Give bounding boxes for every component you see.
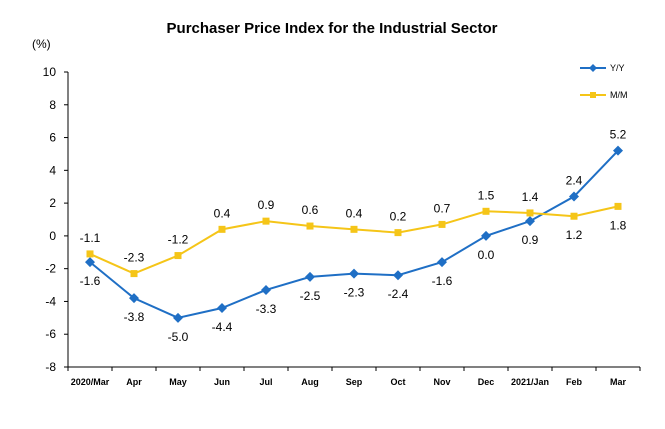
mm-point (394, 229, 402, 237)
y-tick-label: -2 (45, 262, 56, 276)
x-tick-label: May (169, 377, 187, 387)
legend-marker (590, 92, 596, 98)
mm-data-label: -1.2 (168, 233, 189, 247)
yy-data-label: -1.6 (80, 274, 101, 288)
y-tick-label: -4 (45, 294, 56, 308)
mm-point (350, 225, 358, 233)
yy-point (613, 145, 623, 156)
yy-point (217, 303, 227, 313)
mm-data-label: 0.9 (258, 198, 275, 212)
yy-point (393, 270, 403, 281)
legend: Y/Y M/M (580, 63, 628, 100)
chart-title: Purchaser Price Index for the Industrial… (167, 20, 498, 37)
yy-data-label: -2.4 (388, 287, 409, 301)
mm-point (614, 202, 622, 210)
mm-point (438, 220, 446, 228)
x-tick-label: Mar (610, 377, 627, 387)
yy-data-label: -3.3 (256, 302, 277, 316)
mm-point (218, 225, 226, 233)
axes: -8 -6 -4 -2 0 2 4 6 8 10 2020/Mar Apr May Jun Jul Aug Se… (43, 65, 641, 387)
legend-marker (589, 64, 597, 72)
yy-point (129, 293, 139, 304)
mm-point (306, 222, 314, 230)
mm-data-label: -1.1 (80, 231, 101, 245)
yy-point (305, 271, 315, 282)
yy-data-label: 5.2 (610, 128, 627, 142)
series-markers (85, 145, 623, 323)
x-tick-label: Feb (566, 377, 583, 387)
mm-point (262, 217, 270, 225)
x-tick-label: 2020/Mar (71, 377, 110, 387)
mm-data-label: 0.4 (346, 206, 363, 220)
x-tick-label: 2021/Jan (511, 377, 549, 387)
y-tick-label: -6 (45, 327, 56, 341)
mm-point (526, 209, 534, 217)
x-tick-label: Nov (433, 377, 450, 387)
mm-data-label: 1.2 (566, 228, 583, 242)
yy-data-label: 2.4 (566, 174, 583, 188)
data-labels: -1.6 -3.8 -5.0 -4.4 -3.3 -2.5 -2.3 -2.4 -1.6 0.0 0… (80, 128, 627, 344)
mm-point (86, 250, 94, 258)
mm-data-label: 0.4 (214, 206, 231, 220)
mm-data-label: 1.5 (478, 188, 495, 202)
y-tick-label: -8 (45, 360, 56, 374)
yy-point (349, 268, 359, 279)
x-tick-label: Aug (301, 377, 319, 387)
mm-data-label: -2.3 (124, 251, 145, 265)
yy-data-label: 0.0 (478, 248, 495, 262)
yy-data-label: -3.8 (124, 310, 145, 324)
y-tick-label: 10 (43, 65, 57, 79)
legend-label: Y/Y (610, 63, 625, 73)
x-tick-label: Apr (126, 377, 142, 387)
legend-label: M/M (610, 90, 628, 100)
mm-point (174, 252, 182, 260)
y-tick-label: 0 (49, 229, 56, 243)
yy-data-label: 0.9 (522, 233, 539, 247)
yy-point (85, 257, 95, 268)
mm-point (570, 212, 578, 220)
x-tick-label: Jun (214, 377, 230, 387)
yy-point (173, 312, 183, 323)
x-tick-label: Oct (390, 377, 405, 387)
yy-data-label: -5.0 (168, 330, 189, 344)
mm-point (482, 207, 490, 215)
y-tick-label: 6 (49, 131, 56, 145)
yy-point (525, 216, 535, 227)
mm-data-label: 0.2 (390, 210, 407, 224)
mm-point (130, 270, 138, 278)
y-tick-label: 4 (49, 163, 56, 177)
mm-data-label: 1.4 (522, 190, 539, 204)
yy-point (481, 230, 491, 241)
mm-data-label: 0.6 (302, 203, 319, 217)
yy-data-label: -2.3 (344, 286, 365, 300)
yy-point (437, 257, 447, 268)
mm-data-label: 1.8 (610, 218, 627, 232)
y-tick-label: 2 (49, 196, 56, 210)
y-tick-label: 8 (49, 98, 56, 112)
yy-data-label: -4.4 (212, 320, 233, 334)
yy-data-label: -2.5 (300, 289, 321, 303)
y-unit-label: (%) (32, 37, 51, 51)
yy-point (569, 191, 579, 202)
yy-data-label: -1.6 (432, 274, 453, 288)
x-tick-label: Dec (478, 377, 495, 387)
mm-data-label: 0.7 (434, 201, 451, 215)
x-tick-label: Sep (346, 377, 363, 387)
yy-point (261, 284, 271, 295)
x-tick-label: Jul (259, 377, 272, 387)
